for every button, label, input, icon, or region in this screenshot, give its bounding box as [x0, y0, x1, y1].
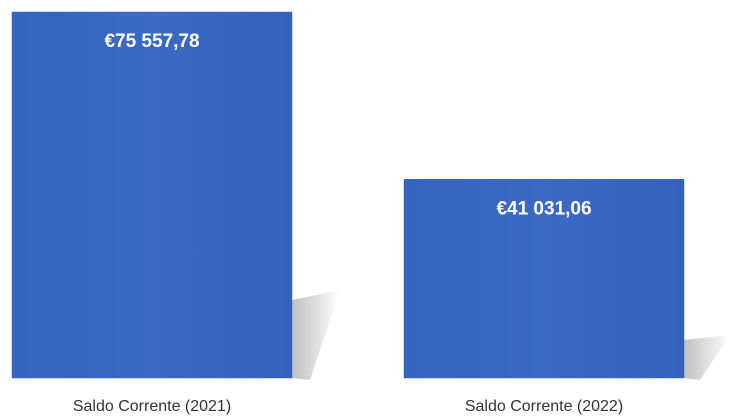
bar-shadow — [292, 290, 340, 380]
x-tick-label: Saldo Corrente (2022) — [465, 398, 623, 415]
x-tick-label: Saldo Corrente (2021) — [73, 398, 231, 415]
bar-shadow — [683, 335, 730, 380]
data-label: €41 031,06 — [496, 198, 591, 219]
bar — [11, 11, 293, 379]
data-label: €75 557,78 — [104, 31, 199, 52]
bar — [403, 178, 685, 379]
